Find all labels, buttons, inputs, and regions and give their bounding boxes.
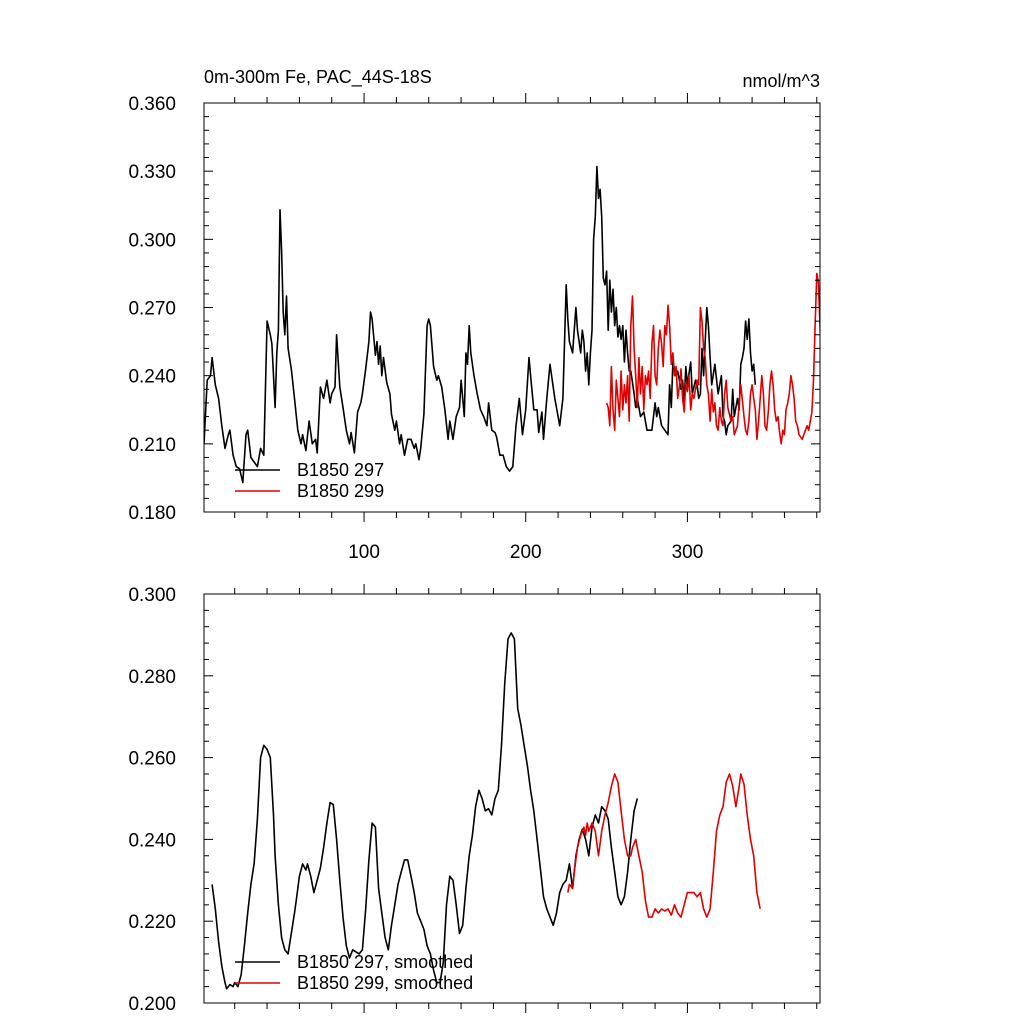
top-y-tick-label: 0.270 <box>128 299 176 320</box>
top-series-line-1 <box>204 165 757 484</box>
bottom-y-tick-label: 0.220 <box>128 912 176 933</box>
top-panel: 0m-300m Fe, PAC_44S-18S nmol/m^3 0.180 0.… <box>128 67 821 563</box>
top-y-tick-label: 0.210 <box>128 435 176 456</box>
top-x-tick-label: 200 <box>510 542 542 563</box>
bottom-panel: 0.200 0.220 0.240 0.260 0.280 0.300 B1850 297,… <box>128 584 821 1015</box>
top-y-tick-label: 0.240 <box>128 367 176 388</box>
bottom-plot-frame <box>203 593 821 1004</box>
top-series-line-2 <box>605 272 820 445</box>
top-plot-frame <box>203 102 821 513</box>
top-legend-label-1: B1850 297 <box>297 460 384 480</box>
top-y-tick-label: 0.330 <box>128 162 176 183</box>
bottom-y-tick-label: 0.200 <box>128 994 176 1015</box>
bottom-series-line-1 <box>211 632 639 990</box>
top-panel-title: 0m-300m Fe, PAC_44S-18S <box>204 67 432 88</box>
bottom-series-line-2 <box>567 773 761 918</box>
top-legend-label-2: B1850 299 <box>297 481 384 501</box>
top-x-tick-label: 100 <box>348 542 380 563</box>
top-y-tick-label: 0.300 <box>128 230 176 251</box>
bottom-y-tick-label: 0.240 <box>128 830 176 851</box>
top-panel-units-label: nmol/m^3 <box>743 71 820 91</box>
top-y-tick-label: 0.180 <box>128 503 176 524</box>
bottom-y-tick-label: 0.280 <box>128 667 176 688</box>
bottom-y-tick-label: 0.260 <box>128 749 176 770</box>
top-x-tick-label: 300 <box>672 542 704 563</box>
top-y-tick-label: 0.360 <box>128 94 176 115</box>
bottom-legend-label-1: B1850 297, smoothed <box>297 952 473 972</box>
bottom-y-tick-label: 0.300 <box>128 585 176 606</box>
bottom-legend-label-2: B1850 299, smoothed <box>297 973 473 993</box>
